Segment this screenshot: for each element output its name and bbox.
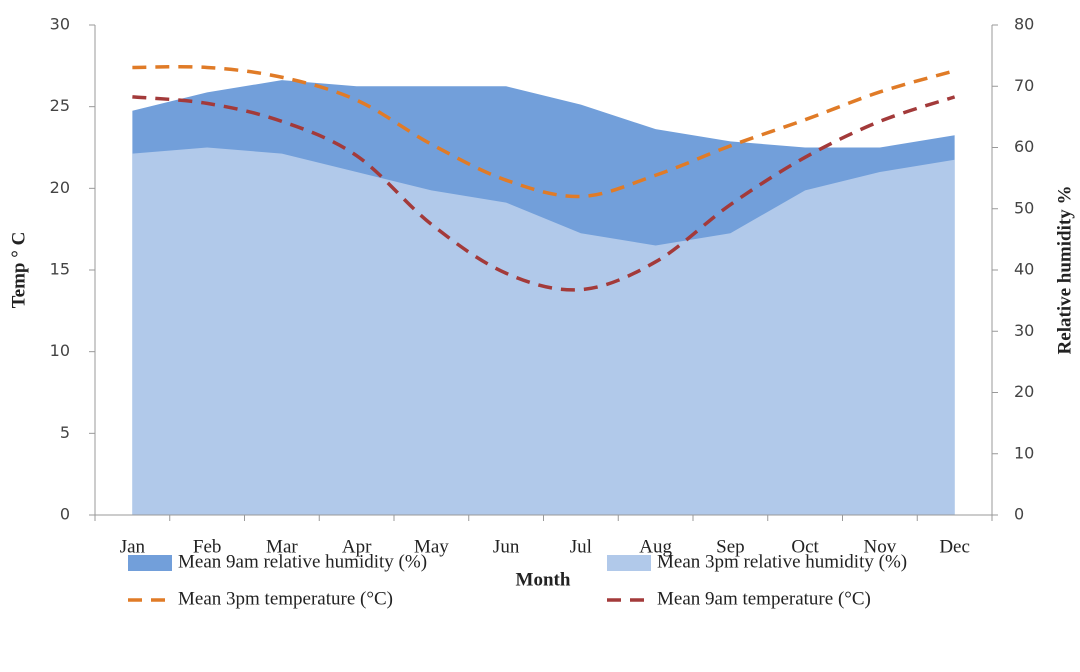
x-tick-label: Jul (570, 536, 592, 557)
legend-label: Mean 9am relative humidity (%) (178, 551, 427, 572)
y2-tick-label: 80 (1014, 15, 1034, 34)
line (132, 95, 956, 292)
y2-axis-title: Relative humidity % (1054, 186, 1075, 355)
x-tick-label: Dec (939, 536, 970, 557)
legend-label: Mean 9am temperature (°C) (657, 588, 871, 609)
x-tick-label: Mar (266, 536, 298, 557)
x-axis-title: Month (516, 569, 571, 590)
x-tick-label: Aug (639, 536, 672, 557)
x-tick-label: Jun (493, 536, 520, 557)
y-axis-title: Temp ° C (8, 232, 29, 309)
y2-tick-label: 60 (1014, 137, 1034, 156)
y-tick-label: 10 (50, 341, 70, 360)
y-tick-label: 25 (50, 96, 70, 115)
line (132, 64, 956, 199)
y-tick-label: 5 (60, 423, 70, 442)
x-tick-label: Oct (791, 536, 819, 557)
x-tick-label: Jan (120, 536, 146, 557)
area (132, 147, 955, 515)
x-tick-label: Sep (716, 536, 745, 557)
y2-tick-label: 20 (1014, 382, 1034, 401)
legend-label: Mean 3pm temperature (°C) (178, 588, 393, 609)
legend-swatch (607, 555, 651, 571)
y2-tick-label: 70 (1014, 76, 1034, 95)
y-tick-label: 20 (50, 178, 70, 197)
legend-swatch (128, 555, 172, 571)
x-tick-label: Apr (342, 536, 372, 557)
y2-tick-label: 10 (1014, 443, 1034, 462)
legend-label: Mean 3pm relative humidity (%) (657, 551, 907, 572)
y-tick-label: 0 (60, 505, 70, 524)
x-tick-label: May (414, 536, 449, 557)
y-tick-label: 30 (50, 15, 70, 34)
y2-tick-label: 30 (1014, 321, 1034, 340)
y2-tick-label: 50 (1014, 198, 1034, 217)
y2-tick-label: 0 (1014, 505, 1024, 524)
x-tick-label: Feb (193, 536, 222, 557)
x-tick-label: Nov (864, 536, 897, 557)
y2-tick-label: 40 (1014, 260, 1034, 279)
y-tick-label: 15 (50, 260, 70, 279)
